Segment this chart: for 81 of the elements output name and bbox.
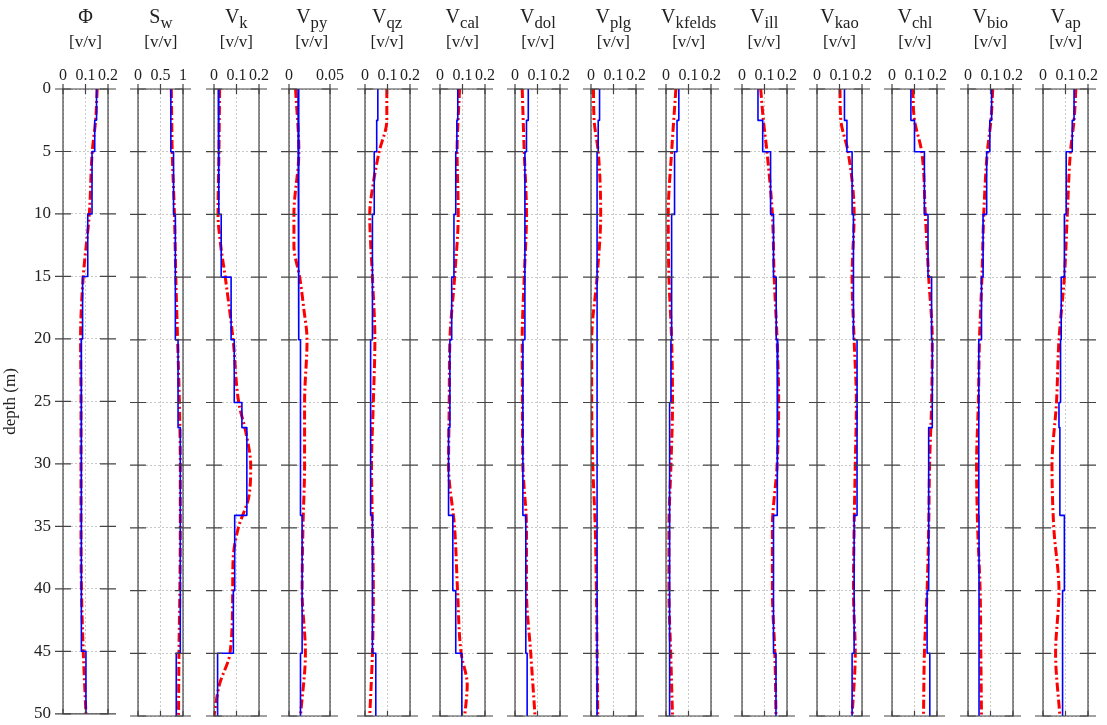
x-tick-label: 0.1 bbox=[527, 65, 548, 83]
y-axis-title: depth (m) bbox=[0, 368, 19, 435]
x-axis-title: [v/v] bbox=[218, 32, 254, 52]
x-tick-label: 0.2 bbox=[1002, 65, 1023, 83]
chart-title: V$_{plg}$ bbox=[595, 5, 632, 32]
x-tick-label: 0.2 bbox=[625, 65, 646, 83]
x-axis-title: [v/v] bbox=[520, 32, 556, 52]
x-tick-label: 0 bbox=[586, 65, 595, 83]
x-axis-title: [v/v] bbox=[746, 32, 782, 52]
x-tick-label: 0.2 bbox=[248, 65, 269, 83]
x-tick-label: 1 bbox=[179, 65, 188, 83]
x-tick-label: 0 bbox=[963, 65, 972, 83]
x-tick-label: 0.2 bbox=[852, 65, 872, 83]
chart-title: V$_{kao}$ bbox=[820, 5, 859, 32]
x-tick-label: 0.1 bbox=[980, 65, 1001, 83]
x-tick-label: 0 bbox=[511, 65, 520, 83]
x-axis-title: [v/v] bbox=[671, 32, 707, 52]
x-tick-label: 0.1 bbox=[1055, 65, 1076, 83]
chart-title: Φ bbox=[77, 4, 94, 28]
x-axis-title: [v/v] bbox=[897, 32, 933, 52]
x-tick-label: 0 bbox=[1039, 65, 1048, 83]
x-axis-title: [v/v] bbox=[67, 32, 103, 52]
x-tick-label: 0.05 bbox=[316, 65, 345, 83]
x-axis-title: [v/v] bbox=[821, 32, 857, 52]
chart-title: V$_{py}$ bbox=[296, 5, 328, 32]
x-tick-label: 0.1 bbox=[829, 65, 850, 83]
y-tick-label: 30 bbox=[34, 453, 51, 473]
chart-title: V$_{k}$ bbox=[224, 5, 248, 32]
x-tick-label: 0 bbox=[737, 65, 746, 83]
y-tick-label: 15 bbox=[34, 265, 51, 285]
y-tick-label: 25 bbox=[34, 390, 51, 410]
x-tick-label: 0.1 bbox=[904, 65, 925, 83]
y-tick-label: 40 bbox=[34, 578, 51, 598]
chart-title: V$_{bio}$ bbox=[972, 5, 1009, 32]
x-tick-label: 0.2 bbox=[1078, 65, 1099, 83]
chart-title: S$_{w}$ bbox=[149, 5, 173, 32]
x-tick-label: 0.1 bbox=[754, 65, 775, 83]
x-tick-label: 0.2 bbox=[550, 65, 571, 83]
x-tick-label: 0.1 bbox=[226, 65, 247, 83]
x-tick-label: 0 bbox=[888, 65, 897, 83]
x-tick-label: 0.2 bbox=[399, 65, 420, 83]
x-tick-label: 0.2 bbox=[776, 65, 797, 83]
x-axis-title: [v/v] bbox=[369, 32, 405, 52]
x-tick-label: 0 bbox=[59, 65, 67, 83]
x-tick-label: 0 bbox=[436, 65, 444, 83]
chart-title: V$_{cal}$ bbox=[445, 5, 480, 32]
x-tick-label: 0 bbox=[360, 65, 369, 83]
y-tick-label: 0 bbox=[42, 78, 51, 98]
chart-title: V$_{dol}$ bbox=[520, 5, 556, 32]
x-axis-title: [v/v] bbox=[972, 32, 1008, 52]
chart-title: V$_{chl}$ bbox=[897, 5, 933, 32]
x-axis-title: [v/v] bbox=[143, 32, 179, 52]
y-tick-label: 50 bbox=[34, 703, 51, 723]
chart-title: V$_{ill}$ bbox=[749, 5, 779, 32]
x-tick-label: 0.1 bbox=[678, 65, 699, 83]
x-axis-title: [v/v] bbox=[595, 32, 631, 52]
x-tick-label: 0 bbox=[813, 65, 821, 83]
x-tick-label: 0.2 bbox=[475, 65, 495, 83]
x-tick-label: 0.5 bbox=[150, 65, 171, 83]
chart-title: V$_{ap}$ bbox=[1050, 5, 1081, 32]
x-tick-label: 0.2 bbox=[98, 65, 118, 83]
x-axis-title: [v/v] bbox=[1048, 32, 1084, 52]
x-tick-label: 0 bbox=[209, 65, 218, 83]
x-tick-label: 0 bbox=[134, 65, 143, 83]
y-tick-label: 10 bbox=[34, 203, 51, 223]
x-tick-label: 0 bbox=[662, 65, 671, 83]
x-tick-label: 0.1 bbox=[377, 65, 398, 83]
x-axis-title: [v/v] bbox=[294, 32, 330, 52]
y-tick-label: 45 bbox=[34, 640, 51, 660]
x-tick-label: 0.1 bbox=[452, 65, 473, 83]
x-axis-title: [v/v] bbox=[444, 32, 480, 52]
x-tick-label: 0.2 bbox=[927, 65, 948, 83]
x-tick-label: 0.1 bbox=[603, 65, 624, 83]
x-tick-label: 0.1 bbox=[75, 65, 96, 83]
y-tick-label: 20 bbox=[34, 328, 51, 348]
chart-title: V$_{qz}$ bbox=[372, 5, 403, 32]
chart-title: V$_{kfelds}$ bbox=[661, 5, 717, 32]
y-tick-label: 5 bbox=[42, 140, 51, 160]
y-tick-label: 35 bbox=[34, 515, 51, 535]
x-tick-label: 0 bbox=[285, 65, 294, 83]
x-tick-label: 0.2 bbox=[701, 65, 722, 83]
